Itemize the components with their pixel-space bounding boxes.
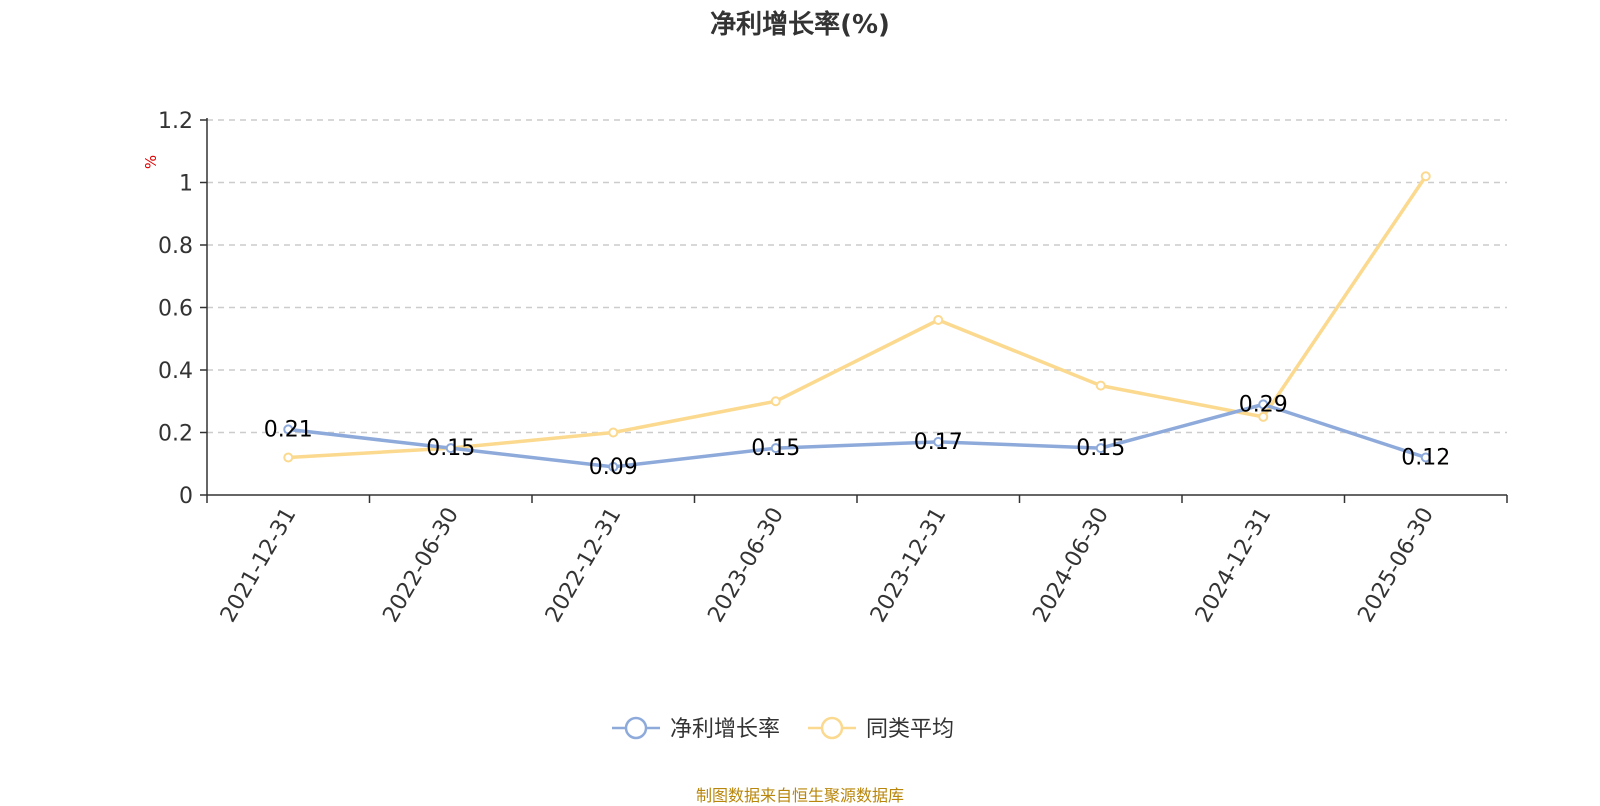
y-tick-label: 0.6 (158, 297, 193, 322)
data-point (1420, 452, 1431, 463)
data-point (1420, 171, 1431, 182)
data-point (1095, 380, 1106, 391)
data-point (1095, 443, 1106, 454)
y-tick-label: 0.8 (158, 234, 193, 259)
data-point (1258, 399, 1269, 410)
x-tick-label: 2024-12-31 (1191, 504, 1277, 627)
source-note: 制图数据来自恒生聚源数据库 (695, 786, 904, 805)
legend-swatch-circle (624, 716, 648, 740)
data-label: 0.09 (589, 455, 638, 480)
x-tick-label: 2022-12-31 (541, 504, 627, 627)
data-point (283, 424, 294, 435)
x-tick-label: 2024-06-30 (1028, 504, 1114, 627)
data-label: 0.12 (1401, 446, 1450, 471)
data-point (933, 315, 944, 325)
legend-item[interactable]: 净利增长率 (612, 716, 780, 742)
data-point (608, 461, 619, 472)
data-point (608, 427, 619, 438)
data-labels: 0.21 0.15 0.09 0.15 0.17 0.15 0.29 0.12 (264, 392, 1450, 480)
data-label: 0.21 (264, 417, 313, 442)
data-label: 0.15 (751, 436, 800, 461)
data-label: 0.17 (914, 430, 963, 455)
x-tick-label: 2023-12-31 (866, 504, 952, 627)
y-tick-label: 1.2 (158, 109, 193, 134)
data-point (770, 443, 781, 454)
series-line (288, 402, 1427, 469)
data-point (445, 443, 456, 454)
y-tick-label: 0.2 (158, 422, 193, 447)
x-tick-label: 2023-06-30 (703, 504, 789, 627)
data-label: 0.15 (1076, 436, 1125, 461)
data-label: 0.29 (1239, 392, 1288, 417)
grid-lines (207, 119, 1507, 434)
y-axis-unit-label: % (142, 155, 160, 169)
y-tick-label: 0.4 (158, 359, 193, 384)
chart-title: 净利增长率(%) (710, 10, 890, 40)
legend[interactable]: 净利增长率 同类平均 (612, 716, 954, 742)
legend-label: 净利增长率 (670, 717, 780, 742)
series-lines (283, 171, 1431, 472)
x-tick-label: 2022-06-30 (378, 504, 464, 627)
data-point (283, 452, 294, 463)
x-tick-label: 2025-06-30 (1353, 504, 1439, 627)
data-label: 0.15 (426, 436, 475, 461)
data-point (933, 436, 944, 447)
legend-swatch-circle (820, 716, 844, 740)
axes: 0 0.2 0.4 0.6 0.8 1 1.2% 2021-12-31 2022-06-30 20… (142, 109, 1508, 627)
y-tick-label: 0 (179, 484, 193, 509)
x-tick-label: 2021-12-31 (216, 504, 302, 627)
legend-item[interactable]: 同类平均 (808, 716, 954, 742)
y-tick-label: 1 (179, 172, 193, 197)
data-point (1258, 411, 1269, 422)
legend-label: 同类平均 (866, 717, 954, 742)
data-point (770, 396, 781, 407)
